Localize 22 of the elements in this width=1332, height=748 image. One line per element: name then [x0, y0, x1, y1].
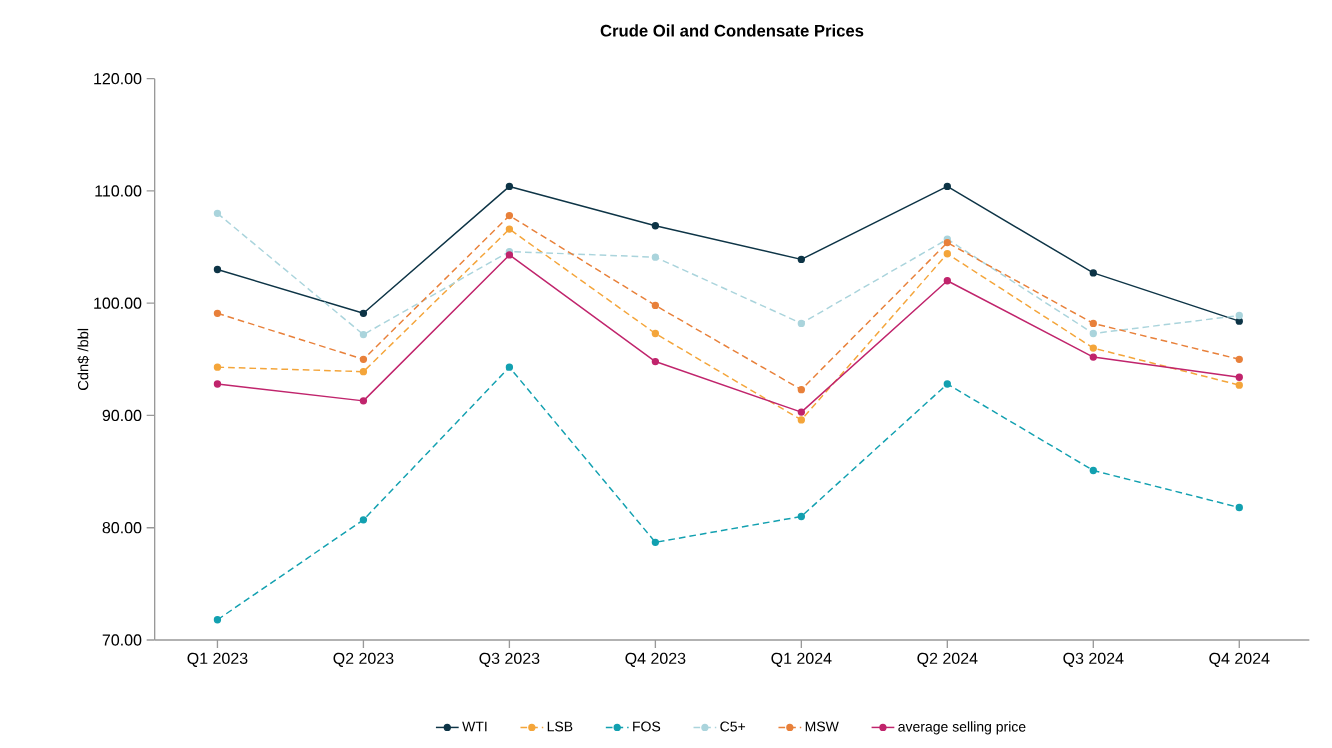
x-tick-label: Q1 2023: [187, 652, 248, 667]
legend-label: average selling price: [898, 721, 1026, 735]
x-tick-label: Q2 2024: [917, 652, 978, 667]
legend-label: LSB: [547, 721, 573, 732]
y-tick-label: 100.00: [94, 297, 142, 309]
x-tick-label: Q2 2023: [333, 652, 394, 667]
x-tick-label: Q3 2024: [1063, 652, 1124, 667]
y-tick-label: 80.00: [102, 522, 142, 534]
x-tick-label: Q4 2023: [625, 652, 686, 667]
y-tick-label: 120.00: [94, 73, 142, 85]
legend-label: FOS: [633, 721, 661, 732]
y-tick-label: 110.00: [95, 185, 142, 197]
y-tick-label: 70.00: [102, 634, 142, 646]
legend-label: MSW: [805, 721, 839, 732]
y-tick-label: 90.00: [102, 409, 142, 422]
x-tick-label: Q3 2023: [479, 652, 540, 667]
legend-label: WTI: [462, 721, 487, 732]
y-axis-title: Cdn$ /bbl: [77, 328, 90, 390]
chart-title: Crude Oil and Condensate Prices: [600, 24, 864, 37]
x-tick-label: Q4 2024: [1209, 652, 1270, 667]
x-tick-label: Q1 2024: [771, 652, 832, 667]
legend-label: C5+: [720, 721, 746, 732]
